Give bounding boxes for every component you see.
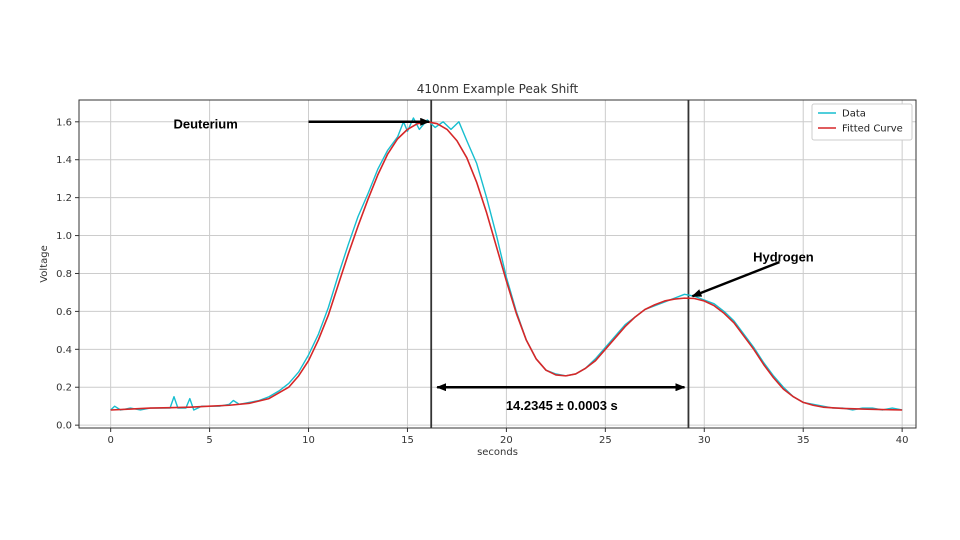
x-tick-label-7: 35: [797, 435, 810, 446]
y-tick-label-3: 0.6: [56, 307, 72, 318]
x-tick-label-5: 25: [599, 435, 612, 446]
y-tick-label-8: 1.6: [56, 117, 72, 128]
x-tick-label-6: 30: [698, 435, 711, 446]
hydrogen-label: Hydrogen: [753, 249, 814, 264]
x-tick-label-4: 20: [500, 435, 513, 446]
x-tick-label-8: 40: [896, 435, 909, 446]
legend: Data Fitted Curve: [811, 103, 913, 141]
y-tick-label-6: 1.2: [56, 193, 72, 204]
y-tick-label-7: 1.4: [56, 155, 72, 166]
x-tick-label-2: 10: [302, 435, 315, 446]
chart-title: 410nm Example Peak Shift: [417, 82, 579, 96]
annotations: Deuterium Hydrogen 14.2345 ± 0.0003 s: [173, 117, 813, 414]
deuterium-label: Deuterium: [173, 117, 237, 132]
y-tick-label-5: 1.0: [56, 231, 72, 242]
y-tick-label-0: 0.0: [56, 421, 72, 432]
vertical-lines: [430, 100, 690, 428]
peak-shift-value-label: 14.2345 ± 0.0003 s: [506, 398, 618, 413]
series-line-fitted-curve: [110, 121, 903, 411]
legend-label-fitted-curve: Fitted Curve: [842, 124, 903, 135]
y-axis-label: Voltage: [39, 245, 50, 283]
x-tick-label-3: 15: [401, 435, 414, 446]
y-tick-label-1: 0.2: [56, 383, 72, 394]
x-tick-label-0: 0: [107, 435, 113, 446]
series-group: [110, 117, 903, 411]
y-tick-label-2: 0.4: [56, 345, 72, 356]
legend-label-data: Data: [842, 109, 866, 120]
legend-box: [811, 103, 913, 141]
ticks: 0 5 10 15 20 25 30 35 40 0.0 0.2 0.4 0.6 0.8 1.0 1.2 1.4…: [56, 117, 908, 446]
plot-frame: [78, 99, 917, 429]
x-tick-label-1: 5: [206, 435, 212, 446]
grid: [79, 100, 916, 428]
y-tick-label-4: 0.8: [56, 269, 72, 280]
x-axis-label: seconds: [477, 447, 518, 458]
hydrogen-arrow: [691, 260, 780, 298]
